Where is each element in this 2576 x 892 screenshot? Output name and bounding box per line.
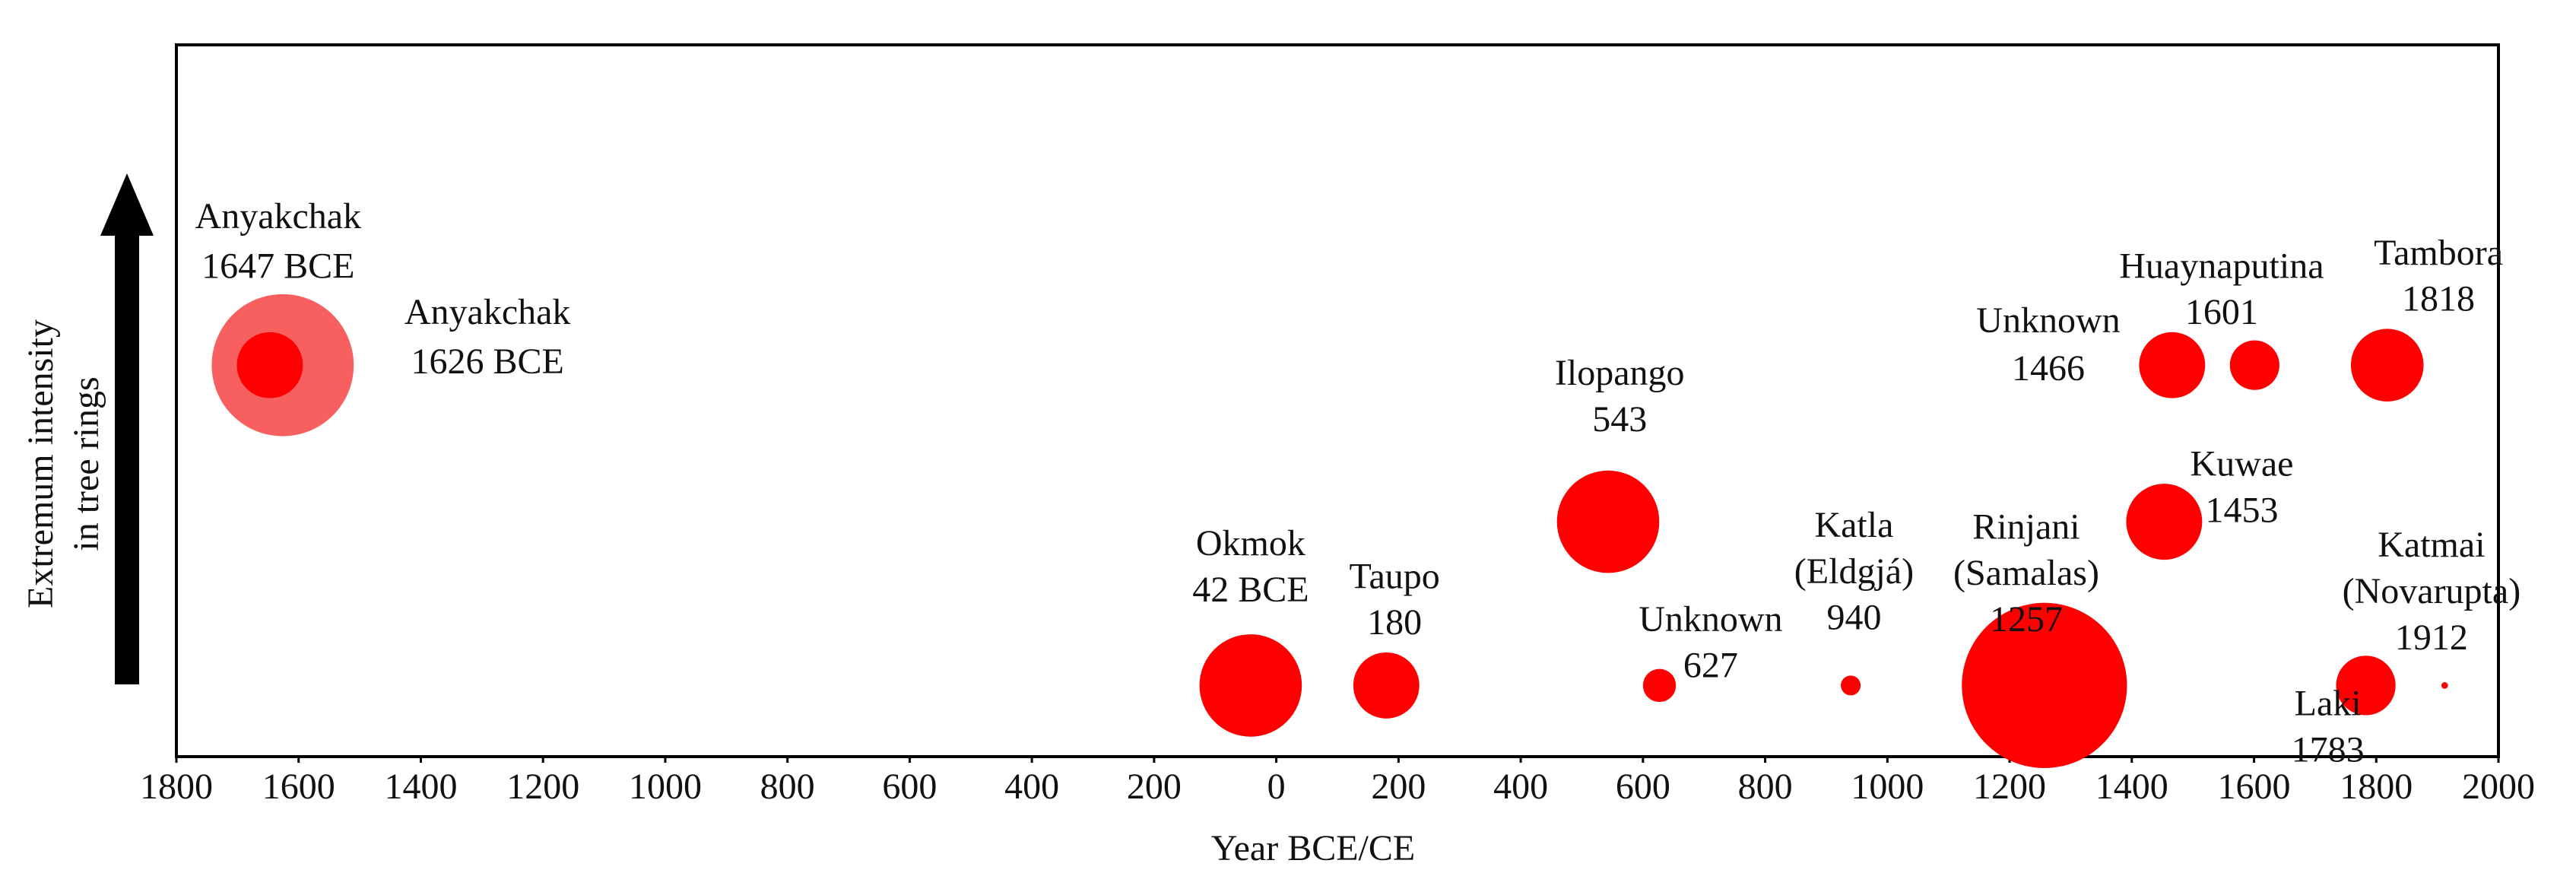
bubble-label: 42 BCE <box>1192 570 1309 610</box>
bubble-label: 180 <box>1367 602 1422 643</box>
x-tick-label: 600 <box>882 767 937 807</box>
y-axis-label: Extremum intensity <box>21 319 61 608</box>
bubble <box>1642 668 1677 703</box>
x-tick-label: 1800 <box>2340 767 2413 807</box>
bubble <box>2336 656 2396 716</box>
bubble-label: Rinjani <box>1972 506 2080 547</box>
bubble <box>1353 652 1420 719</box>
x-tick-label: 1400 <box>2095 767 2168 807</box>
bubble-label: Tambora <box>2374 233 2503 273</box>
bubble-label: Ilopango <box>1555 353 1685 393</box>
bubble-label: Unknown <box>1976 300 2120 341</box>
bubble-label: Huaynaputina <box>2119 246 2324 286</box>
bubble <box>2441 682 2448 689</box>
bubble-label: 1601 <box>2185 292 2258 332</box>
bubble-label: 1257 <box>1990 599 2063 640</box>
bubble-label: (Eldgjá) <box>1794 551 1914 592</box>
bubble-label: Anyakchak <box>195 196 362 236</box>
bubble <box>2229 340 2279 390</box>
bubble <box>2350 329 2424 402</box>
bubble <box>236 332 303 398</box>
x-tick-label: 200 <box>1127 767 1182 807</box>
x-tick-label: 2000 <box>2462 767 2535 807</box>
x-tick-label: 1200 <box>506 767 579 807</box>
bubble <box>1199 634 1302 737</box>
bubble-label: 1818 <box>2402 279 2475 319</box>
x-tick-label: 1800 <box>140 767 213 807</box>
x-tick-label: 1600 <box>262 767 335 807</box>
bubble <box>1556 470 1660 573</box>
y-arrow-head <box>100 173 154 236</box>
bubble-label: 1647 BCE <box>201 246 354 286</box>
x-tick-label: 200 <box>1371 767 1426 807</box>
bubble-label: 1912 <box>2395 617 2468 658</box>
bubble-label: 940 <box>1826 598 1881 638</box>
plot-frame <box>175 43 2500 758</box>
x-tick-label: 1000 <box>629 767 702 807</box>
x-axis-label: Year BCE/CE <box>1211 828 1415 868</box>
bubble-label: 1453 <box>2205 490 2278 530</box>
bubble-label: Unknown <box>1639 599 1782 640</box>
x-tick-label: 1000 <box>1851 767 1924 807</box>
bubble <box>1841 675 1861 696</box>
bubble-label: 543 <box>1592 399 1647 440</box>
bubble-label: Katmai <box>2378 525 2485 565</box>
x-tick-label: 0 <box>1267 767 1286 807</box>
x-tick-label: 1600 <box>2218 767 2291 807</box>
bubble-label: Katla <box>1814 505 1893 545</box>
bubble-label: 1626 BCE <box>411 341 563 382</box>
bubble-label: Laki <box>2295 684 2362 724</box>
x-tick-label: 400 <box>1493 767 1548 807</box>
bubble-label: Taupo <box>1350 556 1440 596</box>
bubble-label: (Samalas) <box>1953 553 2099 593</box>
x-tick-label: 1400 <box>384 767 457 807</box>
bubble <box>2126 484 2203 560</box>
x-tick-label: 400 <box>1004 767 1059 807</box>
bubble-label: Kuwae <box>2190 443 2293 484</box>
x-tick-label: 800 <box>760 767 815 807</box>
bubble-label: Okmok <box>1196 523 1305 563</box>
bubble-label: 1466 <box>2012 348 2085 389</box>
bubble-label: Anyakchak <box>404 292 571 332</box>
bubble <box>2139 332 2206 398</box>
bubble-label: (Novarupta) <box>2343 571 2521 611</box>
bubble-label: 1783 <box>2292 729 2365 770</box>
bubble-label: 627 <box>1683 646 1738 686</box>
bubble <box>1962 602 2127 768</box>
x-tick-label: 1200 <box>1973 767 2046 807</box>
x-tick-label: 600 <box>1616 767 1670 807</box>
x-tick-label: 800 <box>1738 767 1793 807</box>
y-axis-label: in tree rings <box>66 376 106 551</box>
